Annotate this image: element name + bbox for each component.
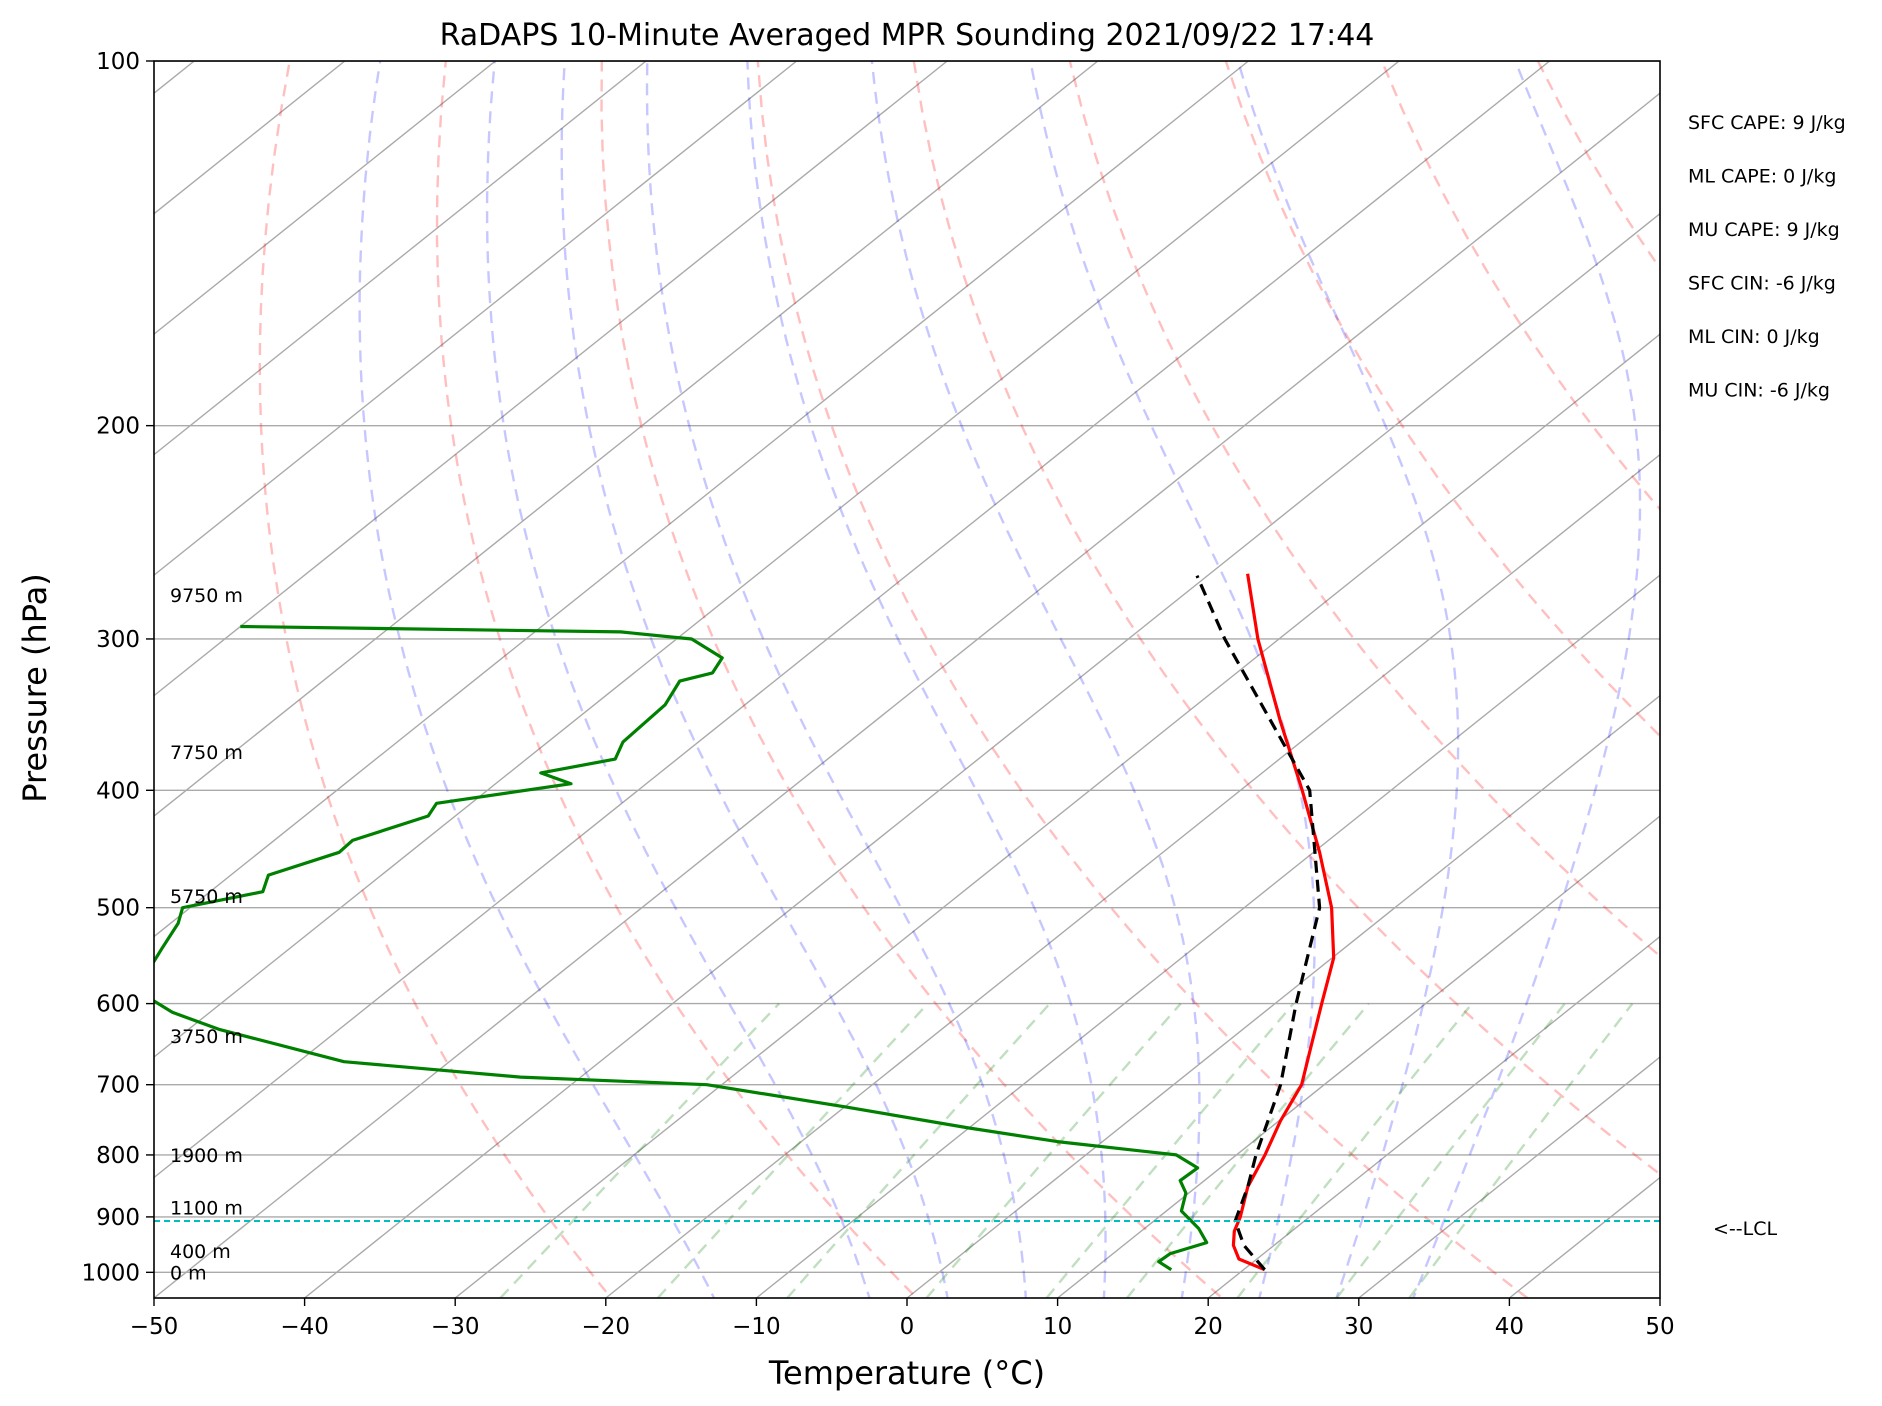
dewpoint-profile (154, 624, 1209, 1272)
moist-adiabat-line (746, 61, 1107, 1298)
x-axis-label: Temperature (°C) (768, 1354, 1045, 1392)
lcl-label: <--LCL (1713, 1218, 1777, 1240)
height-label: 3750 m (170, 1026, 243, 1048)
x-tick-label: 50 (1645, 1314, 1674, 1340)
mixing-ratio-line (656, 1002, 929, 1298)
x-tick-label: −10 (732, 1314, 781, 1340)
index-label: ML CAPE: 0 J/kg (1688, 166, 1836, 188)
dry-adiabat-line (1694, 61, 1882, 1323)
y-tick-label: 1000 (81, 1260, 140, 1286)
overlay: <--LCL 9750 m 7750 m 5750 m 3750 m 1900 m 1100… (154, 585, 1777, 1284)
x-tick-label: −30 (431, 1314, 480, 1340)
isotherm-line (755, 574, 1660, 1298)
isotherm-line (154, 92, 1660, 1298)
mixing-ratio-line (1045, 1002, 1295, 1298)
isotherm-line (1508, 1176, 1660, 1298)
isotherm-line (154, 61, 1099, 817)
isotherm-line (454, 333, 1660, 1298)
y-tick-label: 700 (96, 1073, 140, 1099)
height-label: 7750 m (170, 742, 243, 764)
index-label: SFC CIN: -6 J/kg (1688, 273, 1836, 295)
isotherm-line (1659, 1297, 1660, 1298)
mixing-ratio-line (1236, 1002, 1473, 1298)
y-tick-label: 900 (96, 1205, 140, 1231)
y-axis-label: Pressure (hPa) (16, 573, 54, 803)
height-label: 9750 m (170, 585, 243, 607)
index-label: SFC CAPE: 9 J/kg (1688, 112, 1846, 134)
isotherm-line (1057, 815, 1660, 1298)
y-tick-label: 400 (96, 778, 140, 804)
mixing-ratio-line (925, 1002, 1182, 1298)
dry-adiabat-line (1536, 61, 1660, 271)
isotherm-line (304, 212, 1660, 1298)
isotherm-line (154, 61, 1400, 1058)
moist-adiabat-line (485, 61, 871, 1298)
isotherm-line (1207, 935, 1660, 1298)
plot-frame (153, 60, 1661, 1299)
height-label: 5750 m (170, 886, 243, 908)
y-tick-label: 300 (96, 627, 140, 653)
y-tick-label: 800 (96, 1143, 140, 1169)
dry-adiabat-line (258, 61, 613, 1298)
x-tick-label: −40 (280, 1314, 329, 1340)
dry-adiabat-line (600, 61, 1224, 1298)
axis-ticks: −50 −40 −30 −20 −10 0 10 20 30 40 50 100 200 300 400 50… (81, 49, 1674, 1340)
mixing-ratio-line (1408, 1002, 1634, 1298)
isotherm-line (154, 61, 798, 577)
isotherm-line (154, 61, 948, 697)
y-tick-label: 500 (96, 896, 140, 922)
y-tick-label: 200 (96, 414, 140, 440)
mixing-ratio-line (499, 1002, 780, 1298)
moist-adiabat-line (560, 61, 949, 1298)
isotherm-line (906, 694, 1660, 1298)
moist-adiabat-line (1029, 61, 1316, 1298)
dry-adiabat-line (1224, 61, 1660, 738)
data-series (154, 573, 1336, 1272)
background-lines (154, 61, 1882, 1323)
isotherm-line (1358, 1056, 1660, 1298)
moist-adiabat-line (1236, 61, 1460, 1298)
x-tick-label: −50 (130, 1314, 179, 1340)
isotherm-line (605, 453, 1660, 1298)
isotherm-line (154, 61, 1551, 1179)
isotherm-line (154, 61, 1249, 938)
index-label: ML CIN: 0 J/kg (1688, 326, 1820, 348)
x-tick-label: 0 (900, 1314, 915, 1340)
chart-title: RaDAPS 10-Minute Averaged MPR Sounding 2… (440, 18, 1375, 53)
y-tick-label: 600 (96, 992, 140, 1018)
isotherm-line (154, 61, 496, 336)
indices-panel: SFC CAPE: 9 J/kg ML CAPE: 0 J/kg MU CAPE: … (1688, 112, 1846, 402)
x-tick-label: −20 (582, 1314, 631, 1340)
mixing-ratio-line (786, 1002, 1051, 1298)
x-tick-label: 20 (1194, 1314, 1223, 1340)
temperature-profile (1231, 573, 1336, 1272)
isotherm-line (1811, 61, 1882, 1298)
x-tick-label: 10 (1043, 1314, 1072, 1340)
dry-adiabat-line (756, 61, 1530, 1298)
index-label: MU CAPE: 9 J/kg (1688, 219, 1840, 241)
mixing-ratio-line (1335, 1002, 1566, 1298)
moist-adiabat-line (358, 61, 716, 1298)
moist-adiabat-line (870, 61, 1201, 1298)
y-tick-label: 100 (96, 49, 140, 75)
mixing-ratio-line (1126, 1002, 1370, 1298)
height-label: 400 m (170, 1241, 231, 1263)
height-label: 1100 m (170, 1197, 243, 1219)
moist-adiabat-line (645, 61, 1028, 1298)
x-tick-label: 40 (1495, 1314, 1524, 1340)
parcel-profile (1195, 575, 1322, 1271)
x-tick-label: 30 (1344, 1314, 1373, 1340)
height-label: 1900 m (170, 1145, 243, 1167)
index-label: MU CIN: -6 J/kg (1688, 380, 1830, 402)
isotherm-line (154, 61, 647, 456)
dry-adiabat-line (1850, 61, 1882, 1323)
dry-adiabat-line (435, 61, 919, 1298)
moist-adiabat-line (1412, 61, 1642, 1298)
dry-adiabat-line (912, 61, 1660, 1176)
height-label: 0 m (170, 1262, 207, 1284)
